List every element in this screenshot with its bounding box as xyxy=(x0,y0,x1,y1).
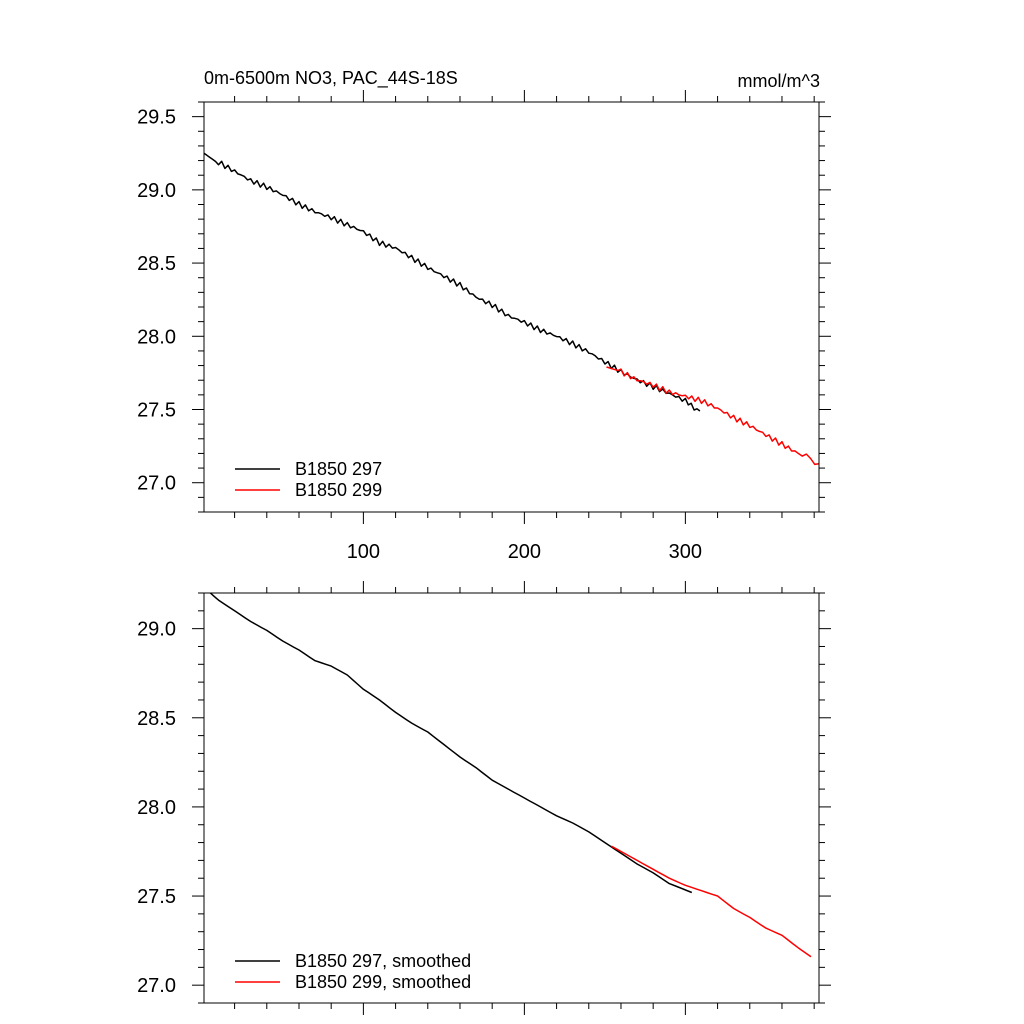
plot-frame xyxy=(203,101,820,513)
legend-label: B1850 297, smoothed xyxy=(295,951,471,971)
series-line xyxy=(203,152,701,412)
legend-label: B1850 299 xyxy=(295,480,382,500)
series-line xyxy=(209,592,693,894)
y-tick-label: 27.5 xyxy=(137,400,176,422)
y-tick-label: 29.0 xyxy=(137,180,176,202)
y-tick-label: 28.0 xyxy=(137,326,176,348)
top-tick-labels: 27.0 27.5 28.0 28.5 29.0 29.5 100 200 300 xyxy=(137,107,702,563)
y-tick-label: 29.5 xyxy=(137,107,176,129)
series-line xyxy=(610,845,812,958)
bottom-series-lines xyxy=(209,592,812,958)
units-label: mmol/m^3 xyxy=(738,71,820,91)
top-axis-ticks xyxy=(192,90,831,524)
y-tick-label: 28.5 xyxy=(137,708,176,730)
x-tick-label: 200 xyxy=(508,541,541,563)
x-tick-label: 300 xyxy=(669,541,702,563)
legend-label: B1850 297 xyxy=(295,459,382,479)
chart-title: 0m-6500m NO3, PAC_44S-18S xyxy=(204,68,458,89)
top-panel: 0m-6500m NO3, PAC_44S-18S mmol/m^3 27.02… xyxy=(137,68,831,563)
y-tick-label: 28.0 xyxy=(137,797,176,819)
bottom-axis-ticks xyxy=(192,581,831,1015)
bottom-panel: 27.0 27.5 28.0 28.5 29.0 B1850 297, smoothed… xyxy=(137,581,831,1015)
x-tick-label: 100 xyxy=(347,541,380,563)
y-tick-label: 27.0 xyxy=(137,473,176,495)
y-tick-label: 27.0 xyxy=(137,975,176,997)
plot-frame xyxy=(203,592,820,1004)
series-line xyxy=(606,366,820,466)
y-tick-label: 28.5 xyxy=(137,253,176,275)
top-series-lines xyxy=(203,152,820,466)
legend-label: B1850 299, smoothed xyxy=(295,972,471,992)
y-tick-label: 29.0 xyxy=(137,619,176,641)
bottom-tick-labels: 27.0 27.5 28.0 28.5 29.0 xyxy=(137,619,176,998)
y-tick-label: 27.5 xyxy=(137,886,176,908)
